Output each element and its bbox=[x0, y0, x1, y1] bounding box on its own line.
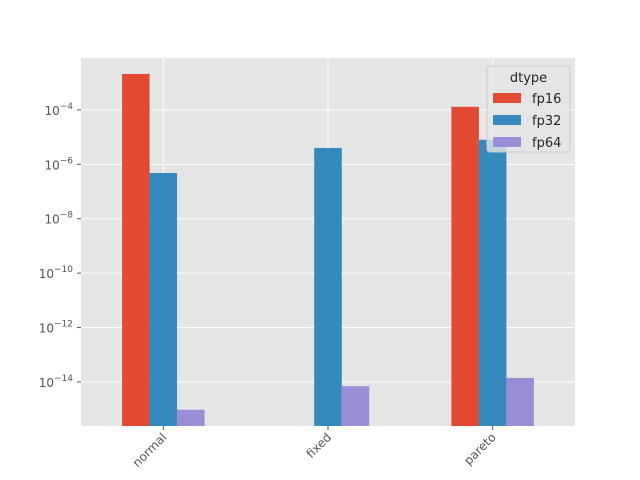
y-tick-label: 10−12 bbox=[39, 320, 73, 336]
y-tick-label: 10−14 bbox=[39, 374, 74, 390]
bar-normal-fp32 bbox=[149, 172, 178, 426]
legend-label-fp16: fp16 bbox=[532, 92, 561, 107]
legend-box bbox=[486, 65, 571, 153]
legend-swatch-fp64 bbox=[493, 137, 521, 147]
bar-normal-fp64 bbox=[177, 409, 205, 426]
bar-pareto-fp32 bbox=[478, 139, 507, 427]
y-tick-label: 10−8 bbox=[44, 211, 73, 227]
bar-fixed-fp64 bbox=[341, 386, 370, 426]
legend-label-fp64: fp64 bbox=[532, 136, 561, 151]
y-axis: 10−4 10−6 10−8 10−10 10−12 10−14 bbox=[39, 102, 81, 390]
legend-label-fp32: fp32 bbox=[532, 114, 561, 129]
bars bbox=[122, 73, 534, 427]
legend-title: dtype bbox=[510, 71, 547, 86]
x-axis: normal fixed pareto bbox=[130, 426, 499, 470]
y-tick-label: 10−4 bbox=[44, 102, 73, 118]
x-tick-label: fixed bbox=[304, 430, 335, 461]
legend: dtype fp16 fp32 fp64 bbox=[486, 65, 571, 153]
bar-fixed-fp32 bbox=[314, 147, 342, 426]
legend-swatch-fp32 bbox=[493, 115, 521, 125]
bar-pareto-fp64 bbox=[506, 377, 534, 426]
bar-normal-fp16 bbox=[122, 73, 150, 427]
x-tick-label: normal bbox=[130, 430, 170, 470]
bar-pareto-fp16 bbox=[451, 106, 479, 426]
x-tick-label: pareto bbox=[461, 430, 499, 468]
y-tick-label: 10−10 bbox=[39, 265, 74, 281]
y-tick-label: 10−6 bbox=[44, 156, 73, 172]
legend-swatch-fp16 bbox=[493, 93, 521, 103]
